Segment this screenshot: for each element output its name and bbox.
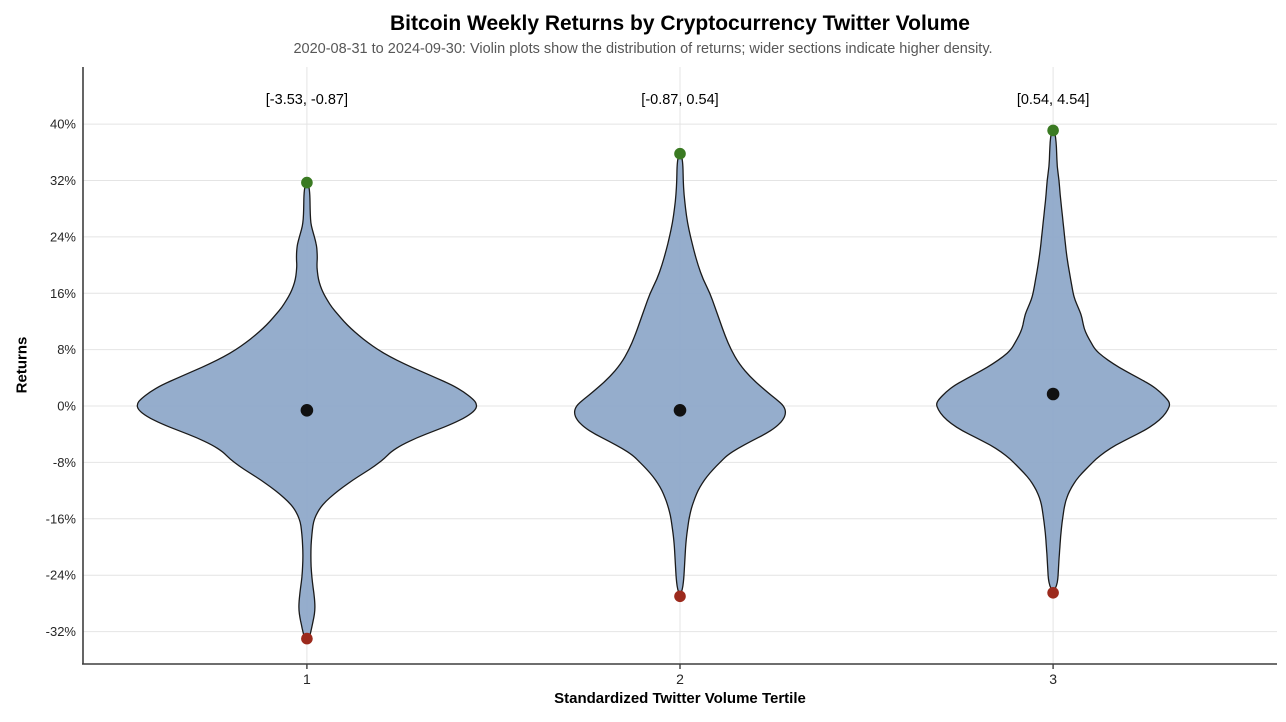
max-dot-tertile-3 bbox=[1047, 124, 1059, 137]
y-tick-label: -16% bbox=[46, 511, 77, 526]
y-tick-label: 8% bbox=[57, 342, 76, 357]
max-dot-tertile-2 bbox=[674, 147, 686, 160]
median-dot-tertile-2 bbox=[673, 404, 687, 417]
y-tick-label: -8% bbox=[53, 455, 77, 470]
min-dot-tertile-2 bbox=[674, 590, 686, 603]
y-tick-label: 32% bbox=[50, 173, 76, 188]
y-tick-label: 0% bbox=[57, 399, 76, 414]
y-tick-label: -32% bbox=[46, 624, 77, 639]
y-tick-label: -24% bbox=[46, 568, 77, 583]
range-annotation-3: [0.54, 4.54] bbox=[1017, 92, 1090, 108]
x-axis-label: Standardized Twitter Volume Tertile bbox=[554, 690, 806, 707]
median-dot-tertile-1 bbox=[300, 404, 314, 417]
range-annotation-1: [-3.53, -0.87] bbox=[266, 92, 348, 108]
x-tick-label: 2 bbox=[676, 671, 684, 687]
y-axis-label: Returns bbox=[13, 336, 31, 394]
min-dot-tertile-1 bbox=[301, 632, 313, 645]
y-tick-label: 40% bbox=[50, 117, 76, 132]
min-dot-tertile-3 bbox=[1047, 587, 1059, 599]
range-annotation-2: [-0.87, 0.54] bbox=[641, 92, 718, 108]
x-tick-label: 3 bbox=[1049, 671, 1057, 687]
chart-subtitle: 2020-08-31 to 2024-09-30: Violin plots s… bbox=[293, 41, 993, 57]
x-tick-label: 1 bbox=[303, 671, 311, 687]
median-dot-tertile-3 bbox=[1046, 387, 1060, 401]
chart-title: Bitcoin Weekly Returns by Cryptocurrency… bbox=[390, 12, 970, 35]
max-dot-tertile-1 bbox=[301, 176, 313, 189]
violin-tertile-2 bbox=[573, 153, 787, 596]
violin-tertile-3 bbox=[936, 129, 1171, 592]
y-tick-label: 16% bbox=[50, 286, 76, 301]
y-tick-label: 24% bbox=[50, 229, 76, 244]
